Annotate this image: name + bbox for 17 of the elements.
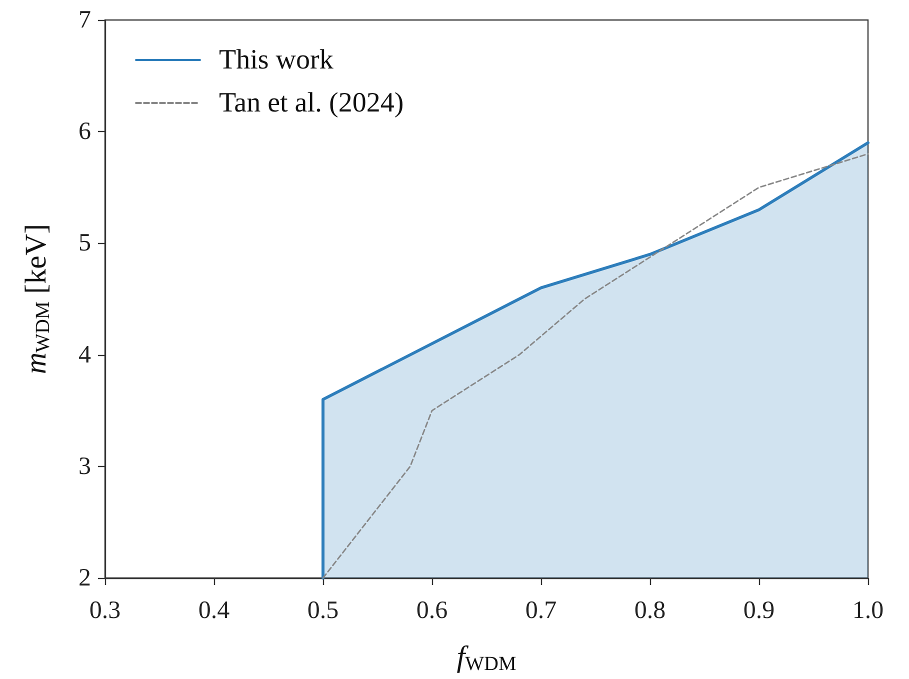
x-tick-label: 0.9 <box>743 597 775 624</box>
x-tick-label: 0.8 <box>634 597 666 624</box>
legend-label: This work <box>219 44 334 76</box>
x-tick-label: 0.7 <box>525 597 557 624</box>
x-tick-label: 0.5 <box>307 597 339 624</box>
y-tick-label: 4 <box>78 341 92 368</box>
x-tick-label: 0.4 <box>198 597 230 624</box>
y-tick-label: 5 <box>78 230 91 257</box>
y-tick-label: 2 <box>78 564 91 592</box>
y-tick-label: 6 <box>78 118 91 146</box>
x-tick-label: 0.6 <box>416 597 448 624</box>
legend-label: Tan et al. (2024) <box>219 88 404 118</box>
y-axis-title: mWDM [keV] <box>20 224 54 374</box>
x-tick-label: 0.3 <box>89 597 121 624</box>
y-tick-label: 7 <box>78 6 91 34</box>
y-tick-label: 3 <box>78 452 91 480</box>
x-tick-label: 1.0 <box>852 597 884 624</box>
